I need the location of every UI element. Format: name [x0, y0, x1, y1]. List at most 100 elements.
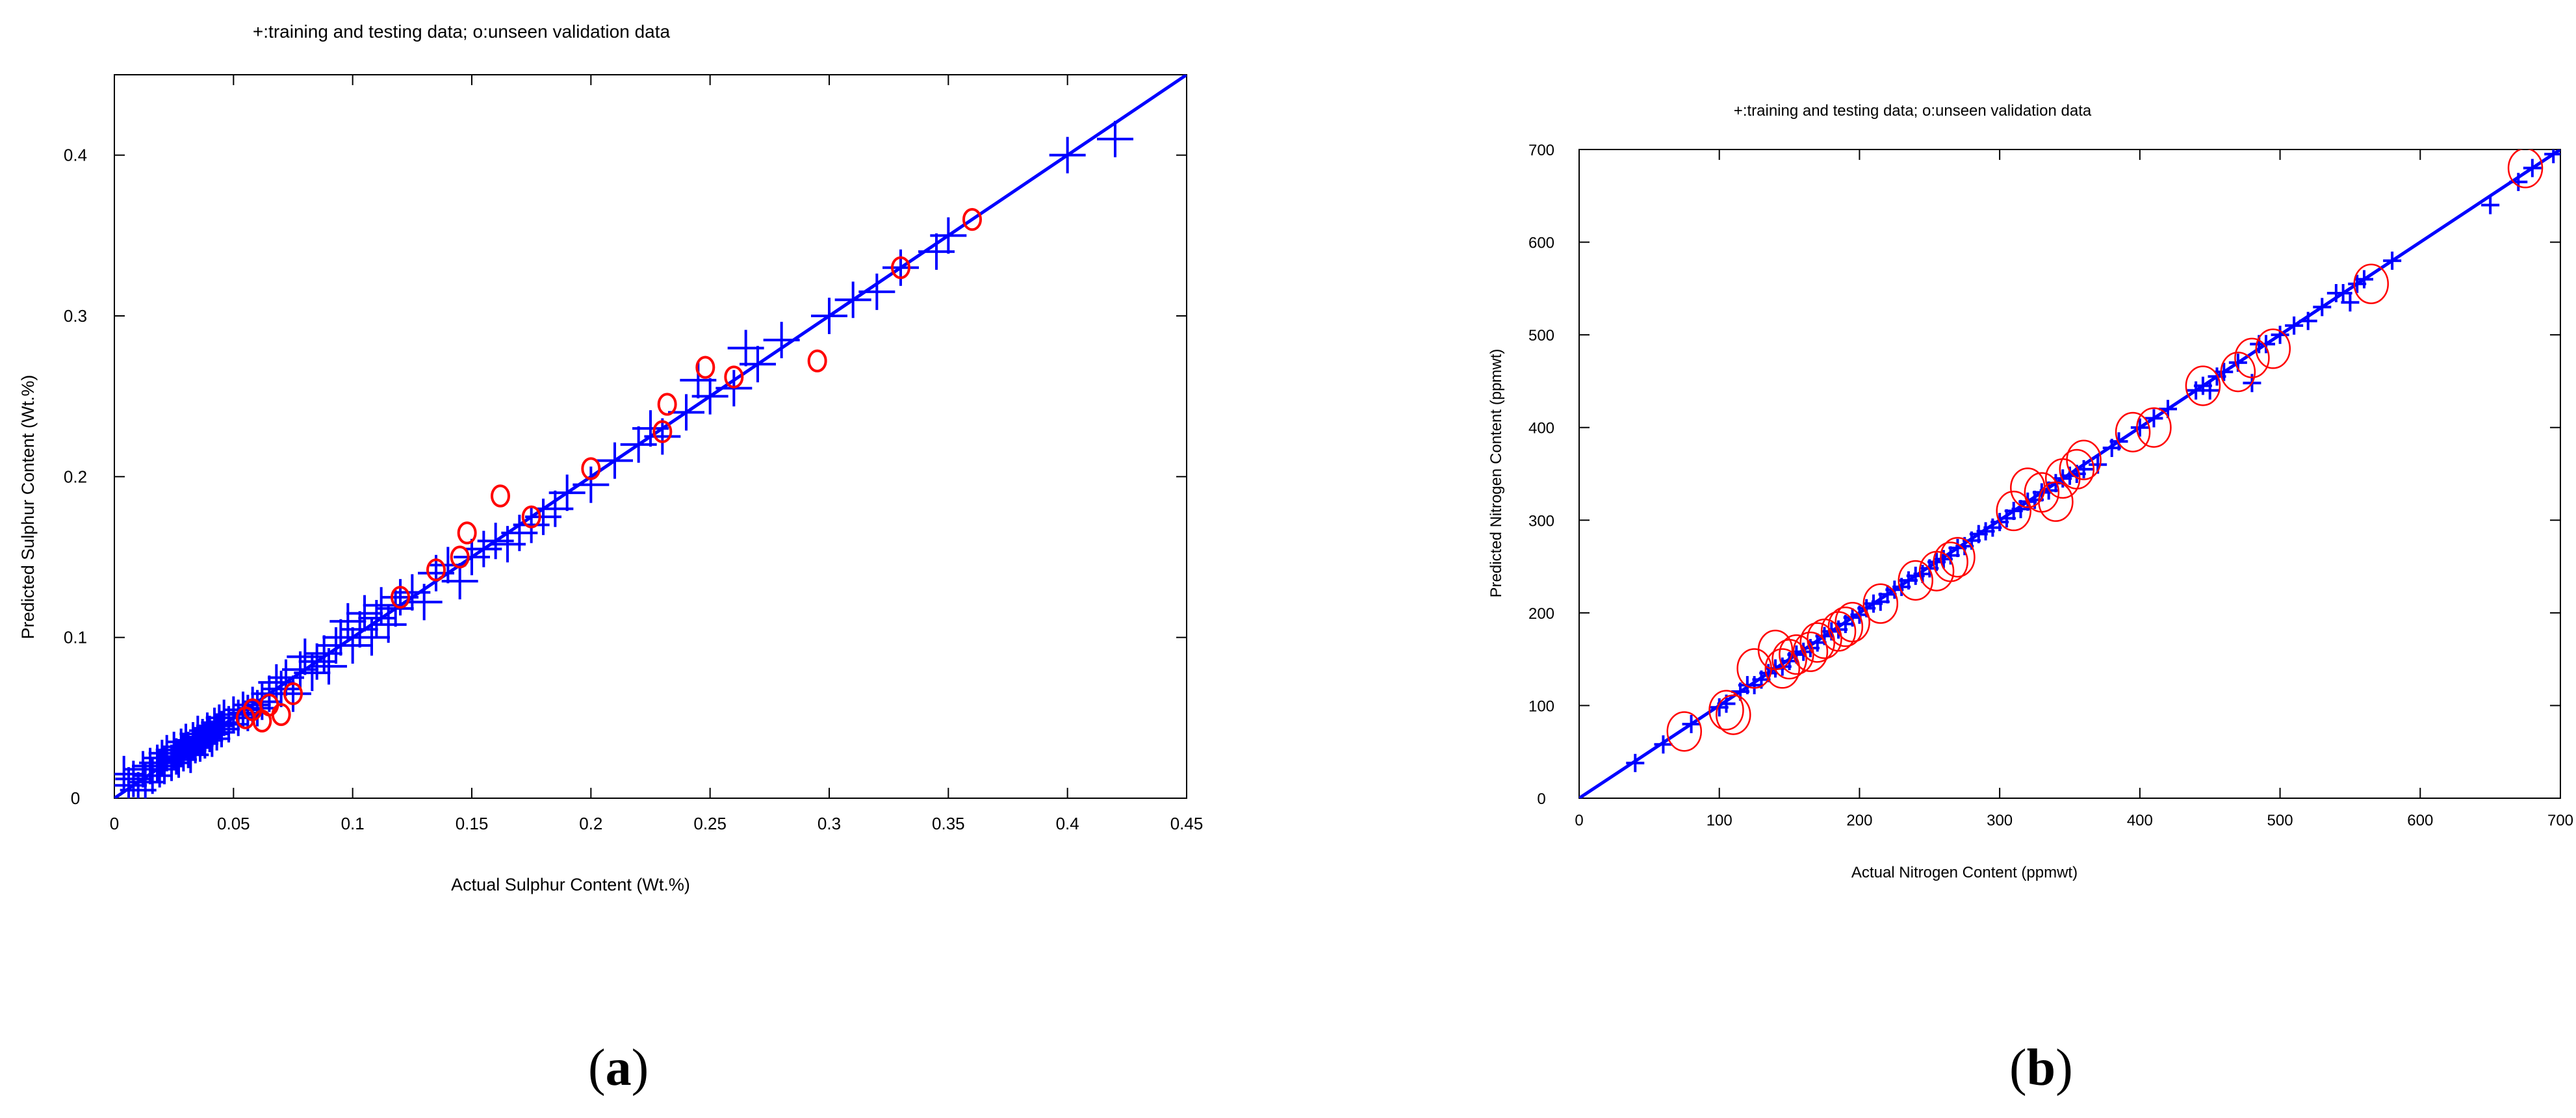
chart-a-training-point — [811, 298, 847, 334]
chart-b-plot-area — [1579, 150, 2560, 798]
chart-b-validation-point — [1940, 537, 1976, 578]
chart-b-validation-point — [1716, 694, 1751, 735]
chart-b-validation-point — [1933, 541, 1968, 582]
chart-b-validation-point — [2507, 150, 2544, 188]
chart-a-validation-point — [581, 457, 601, 480]
chart-b-training-point — [2130, 418, 2149, 437]
chart-a-validation-point — [271, 703, 291, 726]
chart-a-xtick-label: 0.3 — [818, 814, 841, 833]
chart-b-training-point — [2215, 363, 2234, 382]
chart-a-validation-point — [657, 393, 677, 416]
chart-a-training-point — [114, 767, 147, 798]
chart-b-xtick-label: 200 — [1846, 812, 1872, 829]
panel-label-a: (a) — [588, 1039, 649, 1098]
chart-b-xtick-label: 400 — [2127, 812, 2153, 829]
chart-a-xtick-label: 0.4 — [1056, 814, 1079, 833]
chart-a-xtick-label: 0.35 — [932, 814, 965, 833]
chart-a-validation-point — [450, 545, 470, 569]
chart-a-training-point — [763, 322, 800, 359]
chart-b-xlabel: Actual Nitrogen Content (ppmwt) — [1851, 864, 2078, 881]
chart-a-training-point — [201, 704, 238, 741]
chart-b-training-point — [2481, 196, 2500, 214]
chart-b-training-point — [2145, 409, 2163, 428]
chart-b-validation-point — [2234, 337, 2270, 378]
chart-a-plot-frame — [114, 74, 1187, 799]
chart-b-plot-frame — [1578, 149, 2561, 799]
chart-b-validation-point — [2115, 411, 2151, 452]
chart-a-validation-point — [652, 420, 673, 443]
chart-b-training-point — [2544, 150, 2560, 164]
chart-a-xlabel: Actual Sulphur Content (Wt.%) — [451, 875, 690, 894]
chart-a-xtick-label: 0.2 — [579, 814, 602, 833]
chart-a-training-point — [211, 706, 247, 743]
chart-a-training-point — [834, 281, 871, 318]
chart-a-validation-point — [962, 208, 982, 231]
chart-a-validation-point — [695, 356, 715, 379]
chart-a-training-point — [858, 273, 895, 310]
chart-b-training-point — [2509, 172, 2528, 191]
chart-a-training-point — [691, 378, 728, 415]
chart-a-ytick-label: 0.3 — [64, 306, 87, 326]
chart-b-training-point — [2313, 298, 2332, 317]
panel-label-a-open: ( — [588, 1039, 606, 1097]
chart-a-training-point — [1097, 120, 1133, 157]
chart-a-validation-point — [283, 682, 303, 705]
chart-b-training-point — [2257, 335, 2275, 354]
chart-a-validation-point — [521, 505, 541, 528]
chart-a-xtick-label: 0.1 — [341, 814, 365, 833]
chart-a-training-point — [120, 772, 157, 798]
chart-a-training-point — [311, 648, 347, 685]
chart-a-validation-point — [391, 586, 410, 609]
chart-b-validation-point — [1862, 583, 1899, 624]
chart-a-training-point — [196, 707, 233, 744]
chart-a-training-point — [740, 346, 776, 383]
chart-b-validation-point — [1708, 690, 1744, 731]
chart-b-validation-point — [1996, 490, 2031, 532]
chart-b-validation-point — [1666, 711, 1703, 752]
chart-b-xtick-label: 100 — [1707, 812, 1732, 829]
chart-a-xtick-label: 0.25 — [693, 814, 727, 833]
chart-b-training-point — [1682, 714, 1701, 733]
panel-label-b-close: ) — [2055, 1039, 2073, 1097]
chart-a-xtick-label: 0.05 — [217, 814, 250, 833]
chart-b-validation-point — [2185, 365, 2221, 406]
chart-b-validation-point — [1898, 560, 1933, 601]
chart-b-validation-point — [2059, 448, 2095, 490]
chart-b-training-point — [2159, 400, 2177, 419]
panel-label-b-open: ( — [2009, 1039, 2027, 1097]
chart-b-training-point — [1626, 753, 1645, 772]
chart-b-validation-point — [2255, 328, 2291, 369]
chart-a-training-point — [275, 675, 311, 712]
chart-b-training-point — [2271, 326, 2289, 344]
chart-a-training-point — [441, 563, 478, 600]
panel-label-b: (b) — [2009, 1039, 2073, 1098]
chart-a-plot-area — [114, 75, 1187, 798]
chart-b-validation-point — [2220, 352, 2256, 393]
chart-a-title: +:training and testing data; o:unseen va… — [253, 21, 671, 42]
chart-b-title: +:training and testing data; o:unseen va… — [1734, 102, 2092, 120]
chart-b-ytick-label: 0 — [1537, 790, 1545, 808]
chart-b-training-point — [2523, 159, 2542, 177]
chart-b-training-point — [2285, 316, 2304, 335]
chart-a-validation-point — [891, 256, 910, 280]
chart-b-ytick-label: 300 — [1528, 512, 1554, 530]
chart-a-training-point — [597, 442, 633, 479]
chart-a-xtick-label: 0.45 — [1170, 814, 1204, 833]
chart-a-training-point — [882, 249, 919, 286]
chart-b-training-point — [2355, 270, 2373, 289]
chart-a-validation-point — [457, 521, 477, 545]
chart-a-ylabel: Predicted Sulphur Content (Wt.%) — [18, 375, 38, 640]
chart-b-ytick-label: 500 — [1528, 327, 1554, 344]
chart-a-training-point — [406, 584, 443, 621]
chart-a-validation-point — [807, 349, 827, 372]
chart-b-training-point — [2299, 311, 2317, 330]
chart-b-ytick-label: 200 — [1528, 605, 1554, 623]
chart-b-validation-point — [2066, 439, 2102, 480]
chart-b-validation-point — [2136, 407, 2172, 448]
chart-b-validation-point — [1771, 638, 1807, 680]
panel-label-a-close: ) — [631, 1039, 649, 1097]
chart-b-validation-point — [1827, 606, 1864, 647]
chart-a-ytick-label: 0.4 — [64, 146, 87, 165]
chart-a-ytick-label: 0 — [71, 788, 80, 808]
